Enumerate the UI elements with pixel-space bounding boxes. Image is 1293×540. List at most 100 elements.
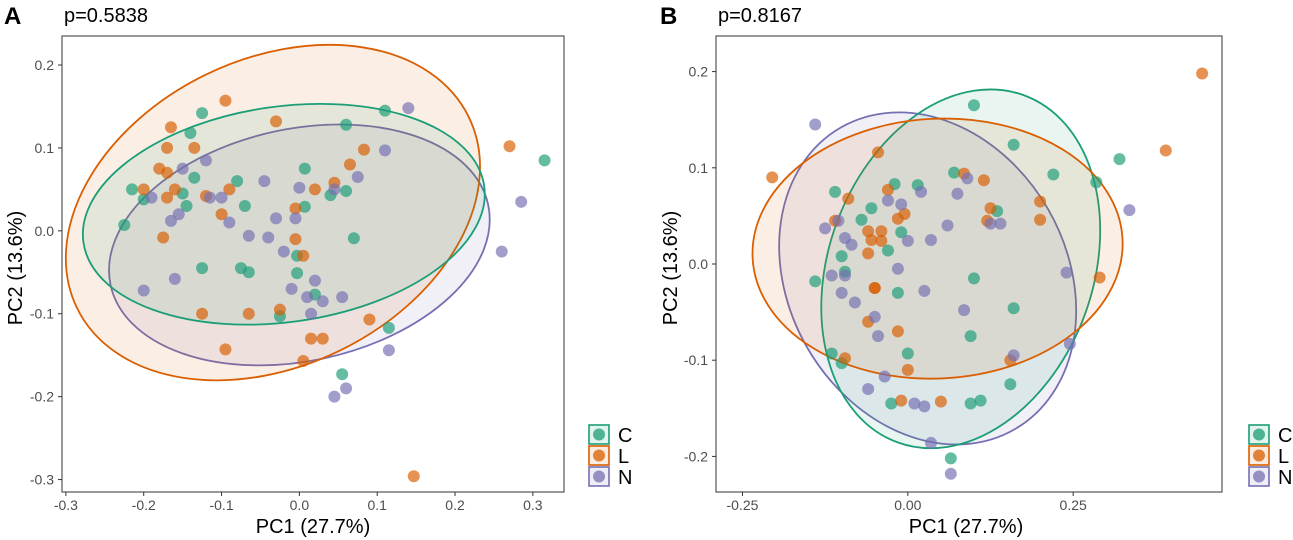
panel-a-point-n — [262, 231, 275, 244]
panel-a-point-n — [223, 216, 236, 229]
panel-a-point-l — [153, 162, 166, 175]
panel-b-point-n — [1063, 337, 1076, 350]
panel-a-point-n — [215, 191, 228, 204]
panel-b-point-n — [944, 467, 957, 480]
panel-a-point-l — [196, 307, 209, 320]
panel-a-ellipse-c — [81, 102, 486, 326]
panel-b-point-l — [1196, 67, 1209, 80]
panel-a-point-n — [515, 195, 528, 208]
panel-b-point-l — [881, 183, 894, 196]
panel-a-y-tick-label: 0.2 — [35, 57, 55, 73]
panel-a-point-c — [196, 262, 209, 275]
panel-a-point-n — [378, 144, 391, 157]
panel-a-point-n — [308, 274, 321, 287]
panel-b-point-c — [967, 99, 980, 112]
panel-a-point-c — [382, 321, 395, 334]
panel-b-point-c — [809, 275, 822, 288]
panel-a-point-n — [293, 181, 306, 194]
panel-b-y-tick-label: 0.1 — [689, 160, 709, 176]
panel-a-x-tick-label: 0.1 — [367, 497, 387, 513]
panel-b-point-l — [1093, 271, 1106, 284]
panel-a-point-l — [297, 355, 310, 368]
panel-a-point-l — [289, 233, 302, 246]
panel-a-point-n — [289, 212, 302, 225]
panel-b-point-n — [809, 118, 822, 131]
panel-a-point-c — [184, 127, 197, 140]
panel-b-legend-label-l: L — [1278, 446, 1289, 468]
panel-b-point-c — [865, 202, 878, 215]
panel-a-point-n — [382, 344, 395, 357]
panel-b-point-c — [967, 272, 980, 285]
panel-a-point-c — [347, 232, 360, 245]
panel-a-point-l — [157, 231, 170, 244]
panel-a-plot-area — [61, 35, 565, 493]
panel-b-point-n — [838, 232, 851, 245]
panel-a-point-l — [297, 249, 310, 262]
panel-b-x-tick-label: -0.25 — [726, 497, 758, 513]
panel-a-point-n — [336, 291, 349, 304]
panel-a-point-c — [378, 104, 391, 117]
panel-a-x-tick-label: 0.3 — [523, 497, 543, 513]
panel-b-x-tick-label: 0.00 — [894, 497, 921, 513]
panel-a-point-l — [305, 332, 318, 345]
panel-a-point-n — [277, 245, 290, 258]
panel-b-point-n — [872, 330, 885, 343]
panel-b-y-tick-label: -0.2 — [684, 448, 708, 464]
panel-a-point-c — [126, 183, 139, 196]
panel-a-point-n — [168, 272, 181, 285]
panel-b-y-tick-label: -0.1 — [684, 352, 708, 368]
panel-a-point-n — [316, 295, 329, 308]
panel-b-point-c — [1047, 168, 1060, 181]
panel-b-point-n — [1123, 204, 1136, 217]
panel-b-point-n — [958, 304, 971, 317]
panel-a-point-c — [298, 162, 311, 175]
panel-b-point-c — [964, 397, 977, 410]
panel-b: B p=0.8167 -0.25 0.00 0.25 -0.2 -0.1 0.0 0.1 0.… — [660, 3, 1223, 538]
panel-b-point-l — [934, 395, 947, 408]
panel-a-point-l — [223, 183, 236, 196]
panel-a-y-axis-title: PC2 (13.6%) — [5, 211, 27, 326]
panel-a-point-l — [168, 183, 181, 196]
panel-b-point-n — [994, 217, 1007, 230]
panel-b-point-c — [974, 394, 987, 407]
panel-a-y-tick-label: -0.1 — [30, 306, 54, 322]
panel-a-y-tick-label: 0.0 — [35, 223, 55, 239]
panel-a-point-c — [340, 118, 353, 131]
panel-b-point-c — [855, 213, 868, 226]
panel-b-point-l — [862, 247, 875, 260]
panel-a-x-tick-label: 0.0 — [290, 497, 310, 513]
panel-b-point-c — [948, 166, 961, 179]
panel-b-x-axis-title: PC1 (27.7%) — [909, 516, 1024, 538]
panel-a-point-c — [242, 266, 255, 279]
panel-b-point-n — [819, 222, 832, 235]
panel-a-point-n — [402, 102, 415, 115]
panel-a-x-tick-label: 0.2 — [445, 497, 465, 513]
panel-a-point-l — [289, 202, 302, 215]
panel-a-y-tick-label: -0.2 — [30, 389, 54, 405]
panel-b-point-l — [872, 146, 885, 159]
panel-b-point-c — [825, 347, 838, 360]
panel-b-point-c — [885, 397, 898, 410]
panel-a-point-l — [503, 140, 516, 153]
panel-a-point-l — [407, 470, 420, 483]
panel-b-point-c — [829, 185, 842, 198]
panel-a-point-l — [219, 343, 232, 356]
panel-a-point-l — [137, 183, 150, 196]
panel-a-x-axis-title: PC1 (27.7%) — [256, 516, 371, 538]
panel-a-point-n — [172, 208, 185, 221]
panel-b-point-n — [835, 286, 848, 299]
panel-b-point-l — [862, 225, 875, 238]
panel-a-point-c — [291, 267, 304, 280]
panel-a-legend: CLN — [588, 424, 632, 489]
panel-b-point-n — [838, 269, 851, 282]
panel-b-point-n — [901, 234, 914, 247]
panel-b-legend-label-c: C — [1278, 425, 1292, 447]
panel-b-point-l — [977, 174, 990, 187]
panel-a-point-l — [270, 115, 283, 128]
panel-a-point-n — [285, 282, 298, 295]
panel-a-point-n — [164, 214, 177, 227]
panel-a-x-tick-label: -0.2 — [132, 497, 156, 513]
panel-b-point-l — [875, 225, 888, 238]
panel-b-x-tick-label: 0.25 — [1060, 497, 1087, 513]
